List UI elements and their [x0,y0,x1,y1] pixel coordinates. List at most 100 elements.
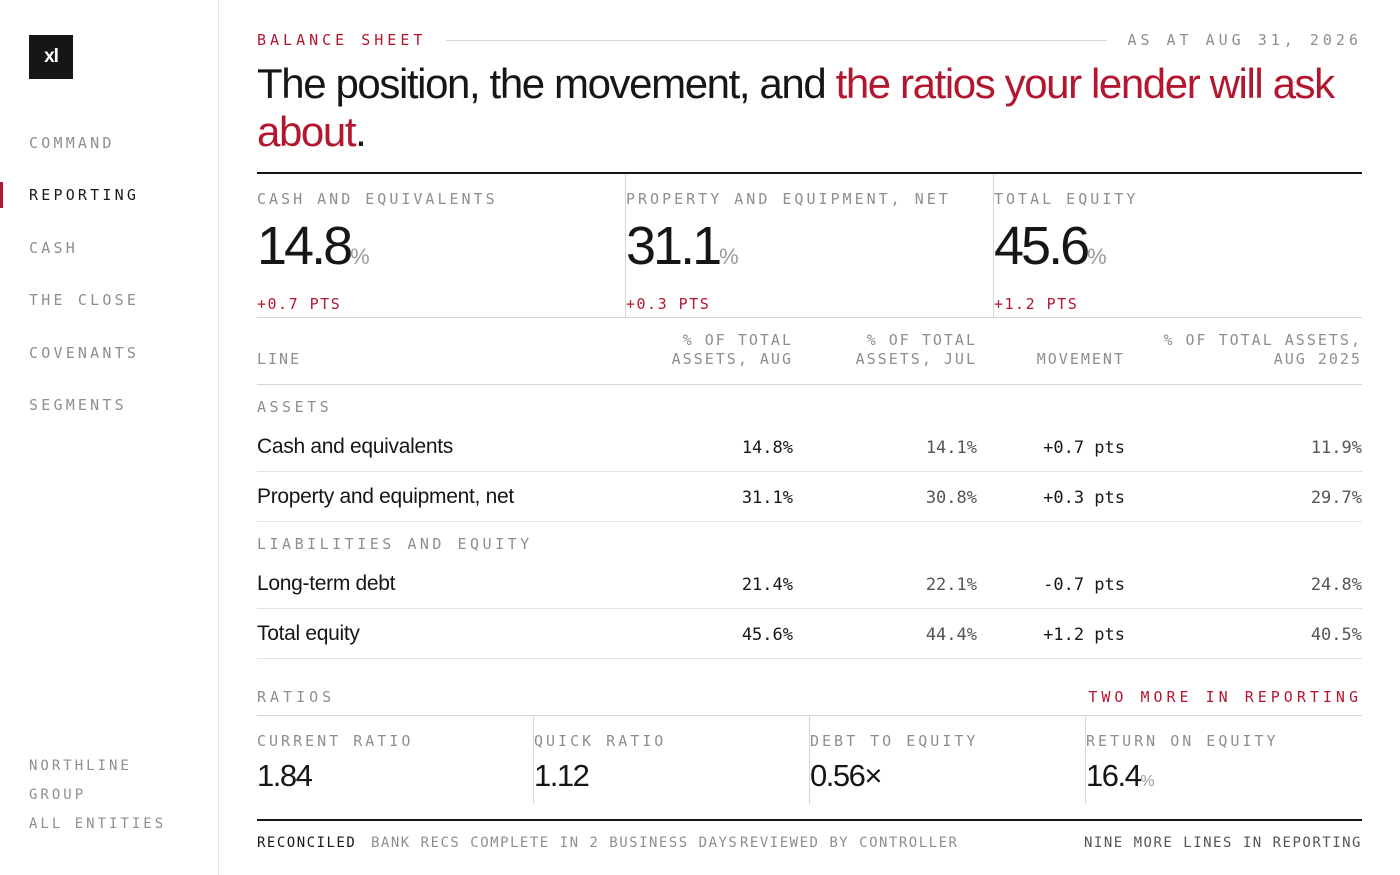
status-footer: RECONCILED BANK RECS COMPLETE IN 2 BUSIN… [257,819,1362,865]
kpi-delta: +0.3 PTS [626,295,711,313]
ratio-unit: % [1140,773,1155,790]
ratio-card-quick: QUICK RATIO 1.12 [533,716,809,804]
column-header-prior-line2: AUG 2025 [1273,350,1362,368]
ratios-title: RATIOS [257,688,336,706]
kpi-number: 45.6 [994,216,1090,276]
table-row[interactable]: Long-term debt 21.4% 22.1% -0.7 pts 24.8… [257,559,1362,609]
kpi-delta: +1.2 PTS [994,295,1079,313]
kpi-unit: % [719,244,739,269]
ratio-value: 1.12 [534,758,809,794]
nav-item-covenants[interactable]: COVENANTS [29,344,140,362]
kpi-card-equity: TOTAL EQUITY 45.6% +1.2 PTS [993,174,1361,317]
ratio-number: 1.12 [534,758,590,793]
ratio-value: 1.84 [257,758,533,794]
ratios-header: RATIOS TWO MORE IN REPORTING [257,686,1362,716]
kpi-label: TOTAL EQUITY [994,190,1139,208]
table-row[interactable]: Property and equipment, net 31.1% 30.8% … [257,472,1362,522]
ratio-label: CURRENT RATIO [257,732,414,750]
kpi-value: 45.6% [994,218,1361,285]
as-of-date: AS AT AUG 31, 2026 [1127,31,1362,49]
ratio-number: 1.84 [257,758,313,793]
row-value-aug: 31.1% [741,488,793,508]
table-header: LINE % OF TOTAL ASSETS, AUG % OF TOTAL A… [257,330,1362,385]
nav-item-the-close[interactable]: THE CLOSE [29,291,140,309]
active-nav-marker [0,182,3,208]
ratio-label: DEBT TO EQUITY [810,732,979,750]
column-header-prior-year: % OF TOTAL ASSETS, AUG 2025 [1163,331,1362,369]
kpi-value: 14.8% [257,218,625,285]
row-value-jul: 14.1% [925,438,977,458]
table-row[interactable]: Total equity 45.6% 44.4% +1.2 pts 40.5% [257,609,1362,659]
row-value-movement: +1.2 pts [1043,625,1125,645]
ratio-card-return-on-equity: RETURN ON EQUITY 16.4% [1085,716,1361,804]
ratio-number: 0.56× [810,758,882,793]
footer-note-reviewed: REVIEWED BY CONTROLLER [740,835,959,851]
page-title-accent: the ratios your lender will ask about [257,60,1335,155]
column-header-aug-line1: % OF TOTAL [682,331,793,349]
ratio-value: 0.56× [810,758,1085,794]
page-eyebrow-row: BALANCE SHEET AS AT AUG 31, 2026 [257,30,1362,50]
row-line-name: Long-term debt [257,572,396,595]
section-label-assets: ASSETS [257,398,333,416]
page-title-plain: The position, the movement, and [257,60,836,107]
column-header-movement: MOVEMENT [1036,350,1125,368]
column-header-prior-line1: % OF TOTAL ASSETS, [1163,331,1362,349]
headline-divider [257,172,1362,174]
nav-item-reporting[interactable]: REPORTING [29,186,140,204]
row-value-movement: -0.7 pts [1043,575,1125,595]
kpi-card-cash: CASH AND EQUIVALENTS 14.8% +0.7 PTS [257,174,625,317]
table-row[interactable]: Cash and equivalents 14.8% 14.1% +0.7 pt… [257,422,1362,472]
nav-item-command[interactable]: COMMAND [29,134,115,152]
column-header-jul-line1: % OF TOTAL [866,331,977,349]
entity-name-line1[interactable]: NORTHLINE [29,758,132,774]
ratios-row: CURRENT RATIO 1.84 QUICK RATIO 1.12 DEBT… [257,716,1362,804]
column-header-jul-line2: ASSETS, JUL [855,350,977,368]
row-value-prior: 29.7% [1310,488,1362,508]
kpi-label: PROPERTY AND EQUIPMENT, NET [626,190,951,208]
row-value-jul: 22.1% [925,575,977,595]
eyebrow-divider [446,39,1108,41]
kpi-row: CASH AND EQUIVALENTS 14.8% +0.7 PTS PROP… [257,174,1362,318]
ratio-label: RETURN ON EQUITY [1086,732,1279,750]
row-line-name: Total equity [257,622,360,645]
brand-logo[interactable]: xl [29,35,73,79]
kpi-unit: % [1087,244,1107,269]
column-header-line: LINE [257,350,302,368]
page-eyebrow: BALANCE SHEET [257,31,427,49]
row-value-aug: 21.4% [741,575,793,595]
kpi-number: 14.8 [257,216,353,276]
row-value-prior: 11.9% [1310,438,1362,458]
ratio-number: 16.4 [1086,758,1142,793]
ratio-card-debt-to-equity: DEBT TO EQUITY 0.56× [809,716,1085,804]
row-value-jul: 30.8% [925,488,977,508]
row-value-movement: +0.3 pts [1043,488,1125,508]
kpi-label: CASH AND EQUIVALENTS [257,190,498,208]
row-line-name: Cash and equivalents [257,435,453,458]
ratio-value: 16.4% [1086,758,1361,794]
more-ratios-link[interactable]: TWO MORE IN REPORTING [1088,688,1362,706]
kpi-unit: % [350,244,370,269]
row-value-prior: 40.5% [1310,625,1362,645]
kpi-delta: +0.7 PTS [257,295,342,313]
nav-item-cash[interactable]: CASH [29,239,78,257]
column-header-aug: % OF TOTAL ASSETS, AUG [672,331,793,369]
page-title: The position, the movement, and the rati… [257,60,1362,156]
row-value-prior: 24.8% [1310,575,1362,595]
kpi-card-property: PROPERTY AND EQUIPMENT, NET 31.1% +0.3 P… [625,174,993,317]
section-label-liabilities: LIABILITIES AND EQUITY [257,535,533,553]
footer-note-bank-recs: BANK RECS COMPLETE IN 2 BUSINESS DAYS [371,835,739,851]
page-title-end: . [355,108,367,155]
sidebar: xl COMMAND REPORTING CASH THE CLOSE COVE… [0,0,219,875]
row-value-jul: 44.4% [925,625,977,645]
entity-name-line2[interactable]: GROUP [29,787,87,803]
column-header-aug-line2: ASSETS, AUG [671,350,793,368]
entity-scope[interactable]: ALL ENTITIES [29,816,167,832]
kpi-number: 31.1 [626,216,722,276]
kpi-value: 31.1% [626,218,993,285]
more-lines-link[interactable]: NINE MORE LINES IN REPORTING [1083,835,1362,851]
row-value-aug: 45.6% [741,625,793,645]
row-value-aug: 14.8% [741,438,793,458]
row-value-movement: +0.7 pts [1043,438,1125,458]
row-line-name: Property and equipment, net [257,485,514,508]
nav-item-segments[interactable]: SEGMENTS [29,396,127,414]
